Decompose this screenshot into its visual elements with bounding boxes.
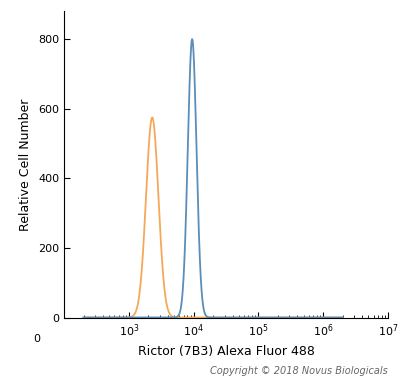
Text: 0: 0 (33, 335, 40, 344)
Text: Copyright © 2018 Novus Biologicals: Copyright © 2018 Novus Biologicals (210, 366, 388, 376)
X-axis label: Rictor (7B3) Alexa Fluor 488: Rictor (7B3) Alexa Fluor 488 (138, 344, 314, 358)
Y-axis label: Relative Cell Number: Relative Cell Number (20, 98, 32, 231)
